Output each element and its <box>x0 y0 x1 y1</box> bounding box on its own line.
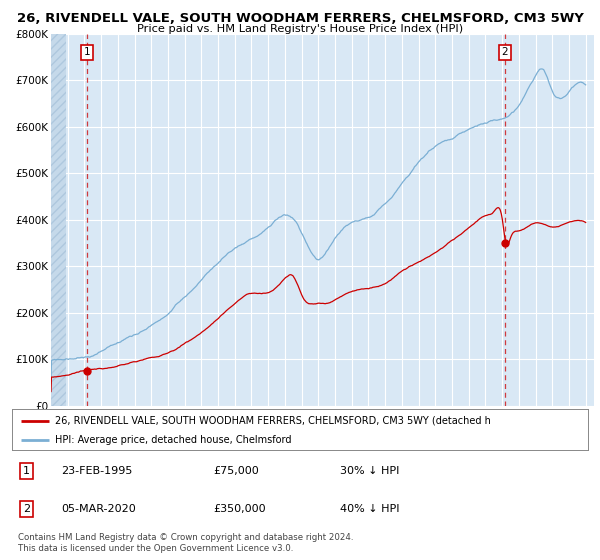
Text: 40% ↓ HPI: 40% ↓ HPI <box>340 504 400 514</box>
Text: Price paid vs. HM Land Registry's House Price Index (HPI): Price paid vs. HM Land Registry's House … <box>137 24 463 34</box>
Text: 05-MAR-2020: 05-MAR-2020 <box>61 504 136 514</box>
Text: 26, RIVENDELL VALE, SOUTH WOODHAM FERRERS, CHELMSFORD, CM3 5WY: 26, RIVENDELL VALE, SOUTH WOODHAM FERRER… <box>17 12 583 25</box>
Text: 1: 1 <box>23 466 30 476</box>
Text: £350,000: £350,000 <box>214 504 266 514</box>
Text: 26, RIVENDELL VALE, SOUTH WOODHAM FERRERS, CHELMSFORD, CM3 5WY (detached h: 26, RIVENDELL VALE, SOUTH WOODHAM FERRER… <box>55 416 491 426</box>
Text: 1: 1 <box>83 47 90 57</box>
Text: £75,000: £75,000 <box>214 466 259 476</box>
Text: Contains HM Land Registry data © Crown copyright and database right 2024.
This d: Contains HM Land Registry data © Crown c… <box>18 533 353 553</box>
Text: 23-FEB-1995: 23-FEB-1995 <box>61 466 133 476</box>
Text: 30% ↓ HPI: 30% ↓ HPI <box>340 466 400 476</box>
Text: 2: 2 <box>23 504 30 514</box>
Text: 2: 2 <box>502 47 508 57</box>
Text: HPI: Average price, detached house, Chelmsford: HPI: Average price, detached house, Chel… <box>55 435 292 445</box>
